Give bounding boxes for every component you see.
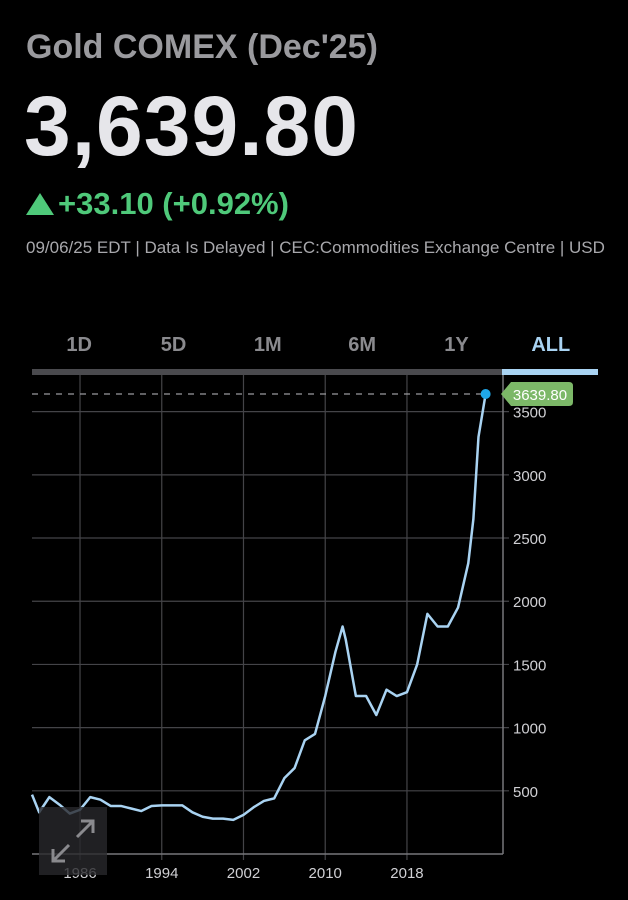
change-value: +33.10 (+0.92%) [58, 186, 289, 221]
range-tabs: 1D 5D 1M 6M 1Y ALL [32, 334, 598, 364]
x-tick-label: 2002 [227, 865, 260, 882]
y-tick-label: 2000 [513, 594, 546, 611]
instrument-title: Gold COMEX (Dec'25) [26, 28, 378, 66]
x-tick-label: 2018 [390, 865, 423, 882]
tab-5d[interactable]: 5D [160, 334, 187, 356]
tab-1m[interactable]: 1M [253, 334, 282, 356]
y-tick-label: 500 [513, 784, 538, 801]
expand-chart-button[interactable] [39, 807, 107, 875]
last-price-marker [480, 388, 491, 399]
tab-all[interactable]: ALL [531, 334, 571, 356]
tab-active-indicator [502, 369, 598, 375]
x-tick-label: 2010 [309, 865, 342, 882]
tab-1d[interactable]: 1D [66, 334, 92, 356]
x-tick-label: 1994 [145, 865, 178, 882]
y-tick-label: 3500 [513, 405, 546, 422]
tab-1y[interactable]: 1Y [444, 334, 469, 356]
tab-track [32, 369, 502, 375]
price-change: +33.10 (+0.92%) [26, 186, 289, 222]
quote-meta: 09/06/25 EDT | Data Is Delayed | CEC:Com… [26, 238, 605, 257]
last-price-label: 3639.80 [513, 387, 567, 404]
y-tick-label: 1000 [513, 721, 546, 738]
expand-icon [51, 819, 95, 863]
tab-6m[interactable]: 6M [348, 334, 377, 356]
up-arrow-icon [26, 193, 54, 215]
y-tick-label: 1500 [513, 657, 546, 674]
current-price: 3,639.80 [24, 79, 359, 173]
last-price-badge [501, 381, 573, 406]
y-tick-label: 2500 [513, 531, 546, 548]
y-tick-label: 3000 [513, 468, 546, 485]
price-line [30, 393, 487, 822]
